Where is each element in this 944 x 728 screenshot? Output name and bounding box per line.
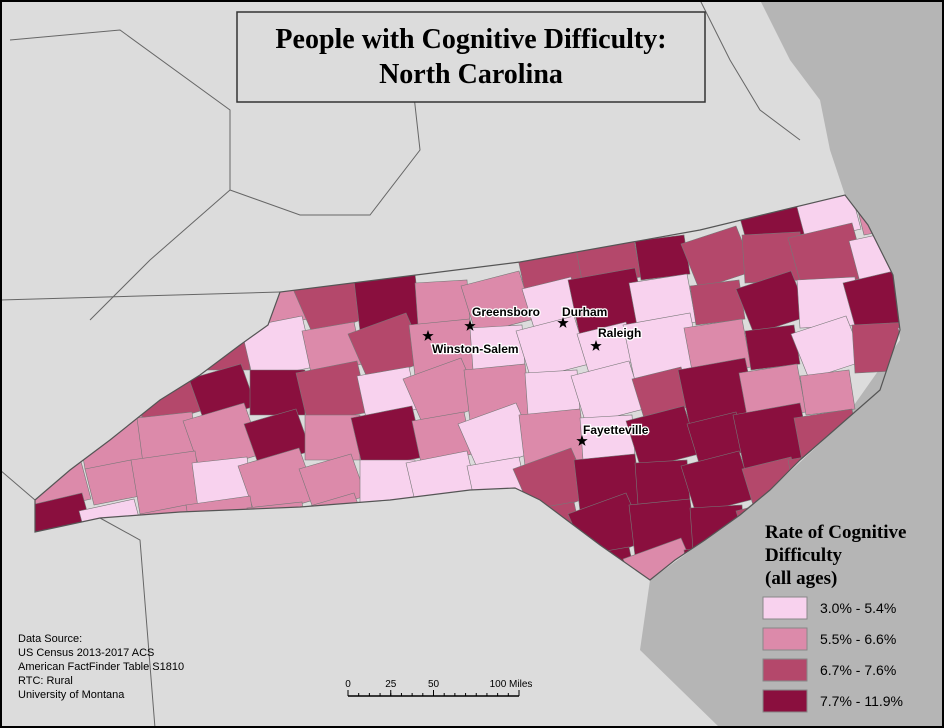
source-line: RTC: Rural <box>18 675 73 687</box>
cities: Greensboro Durham Raleigh Winston-Salem Faye… <box>422 304 650 446</box>
legend-swatch <box>762 627 808 651</box>
city-star <box>422 330 434 341</box>
data-source: Data Source: US Census 2013-2017 ACS Ameri… <box>18 633 184 701</box>
legend-title: (all ages) <box>765 568 837 589</box>
city-label: Raleigh <box>598 326 641 340</box>
city-label: Greensboro <box>472 305 540 319</box>
legend-label: 7.7% - 11.9% <box>820 693 903 709</box>
legend-swatch <box>762 689 808 713</box>
city-star <box>576 435 588 446</box>
legend-label: 5.5% - 6.6% <box>820 631 896 647</box>
legend-swatch <box>762 658 808 682</box>
ocean <box>640 0 944 728</box>
city-label: Winston-Salem <box>432 342 519 356</box>
source-line: US Census 2013-2017 ACS <box>18 647 154 659</box>
scale-label: 100 Miles <box>490 679 533 690</box>
city-star <box>590 340 602 351</box>
county <box>744 324 801 371</box>
legend-swatch <box>762 596 808 620</box>
source-line: Data Source: <box>18 633 82 645</box>
source-line: American FactFinder Table S1810 <box>18 661 184 673</box>
city-label: Fayetteville <box>583 423 649 437</box>
county <box>634 234 691 281</box>
city-star <box>557 317 569 328</box>
legend-title: Rate of Cognitive <box>765 522 906 543</box>
scale-label: 0 <box>345 679 351 690</box>
county <box>689 279 746 326</box>
legend-label: 3.0% - 5.4% <box>820 600 896 616</box>
title: North Carolina <box>379 59 563 90</box>
scale-label: 50 <box>428 679 440 690</box>
county <box>842 267 900 338</box>
source-line: University of Montana <box>18 689 125 701</box>
title: People with Cognitive Difficulty: <box>275 24 666 55</box>
city-star <box>464 320 476 331</box>
county <box>799 369 856 416</box>
legend-label: 6.7% - 7.6% <box>820 662 896 678</box>
city-label: Durham <box>562 305 607 319</box>
scale-bar: 0 25 50 100 Miles <box>345 679 533 697</box>
title-box <box>236 11 706 103</box>
legend-title: Difficulty <box>765 545 843 566</box>
scale-label: 25 <box>385 679 397 690</box>
